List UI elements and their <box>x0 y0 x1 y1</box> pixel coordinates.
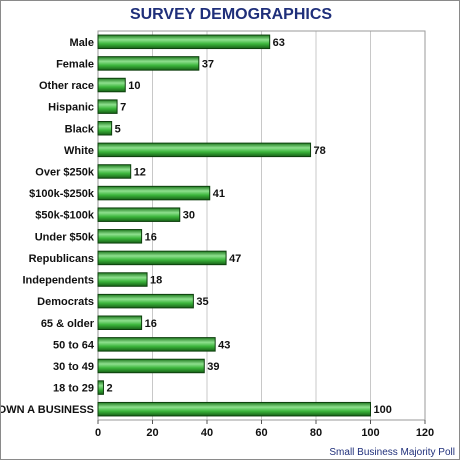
x-tick-label: 120 <box>416 427 434 439</box>
bar-1 <box>97 34 271 50</box>
value-label: 47 <box>229 253 241 265</box>
category-label: Under $50k <box>35 231 95 243</box>
category-label: Hispanic <box>48 102 94 114</box>
value-label: 43 <box>218 339 230 351</box>
bar-13 <box>97 293 194 309</box>
bar-9 <box>97 207 181 222</box>
category-label: Black <box>65 123 95 135</box>
x-tick-label: 20 <box>146 427 158 439</box>
bar-15 <box>97 337 216 352</box>
category-label: Over $250k <box>35 166 95 178</box>
value-label: 78 <box>314 145 326 157</box>
value-label: 7 <box>120 102 126 114</box>
category-label: $100k-$250k <box>29 188 95 200</box>
category-label: 50 to 64 <box>53 339 95 351</box>
bar-3 <box>97 77 126 93</box>
plot-area: Male 63 Female 37 Other race 10 Hispanic 7 Black… <box>1 30 434 439</box>
category-label: 18 to 29 <box>53 383 94 395</box>
category-label: White <box>64 145 94 157</box>
category-label: 65 & older <box>41 318 95 330</box>
x-tick-label: 40 <box>201 427 213 439</box>
value-label: 16 <box>145 318 157 330</box>
value-label: 63 <box>273 37 285 49</box>
category-label: Independents <box>22 275 94 287</box>
category-label: Democrats <box>37 296 94 308</box>
value-label: 18 <box>150 275 162 287</box>
bar-11 <box>97 250 227 266</box>
bar-8 <box>97 185 211 201</box>
value-label: 30 <box>183 210 195 222</box>
x-tick-label: 0 <box>95 427 101 439</box>
x-tick-label: 80 <box>310 427 322 439</box>
category-label: Republicans <box>29 253 94 265</box>
value-label: 37 <box>202 58 214 70</box>
bar-14 <box>97 315 143 330</box>
value-label: 100 <box>374 404 392 416</box>
category-label: 30 to 49 <box>53 361 94 373</box>
category-label: Female <box>56 58 94 70</box>
category-label: Other race <box>39 80 94 92</box>
value-label: 35 <box>196 296 208 308</box>
x-tick-label: 60 <box>255 427 267 439</box>
bar-16 <box>97 358 205 374</box>
bar-2 <box>97 56 200 71</box>
value-label: 2 <box>106 383 112 395</box>
value-label: 16 <box>145 231 157 243</box>
source-note: Small Business Majority Poll <box>329 447 455 458</box>
chart-title: SURVEY DEMOGRAPHICS <box>130 6 332 23</box>
bar-5 <box>97 121 113 136</box>
bar-10 <box>97 229 143 244</box>
value-label: 39 <box>207 361 219 373</box>
value-label: 10 <box>128 80 140 92</box>
value-label: 12 <box>134 166 146 178</box>
bar-7 <box>97 164 132 179</box>
value-label: 41 <box>213 188 225 200</box>
value-label: 5 <box>115 123 121 135</box>
category-label: OWN A BUSINESS <box>1 404 94 416</box>
bar-18 <box>97 401 371 417</box>
bar-4 <box>97 99 118 114</box>
bar-17 <box>97 380 104 395</box>
bar-12 <box>97 272 148 287</box>
category-label: Male <box>70 37 94 49</box>
category-label: $50k-$100k <box>35 210 95 222</box>
x-tick-label: 100 <box>361 427 379 439</box>
bar-6 <box>97 142 312 158</box>
